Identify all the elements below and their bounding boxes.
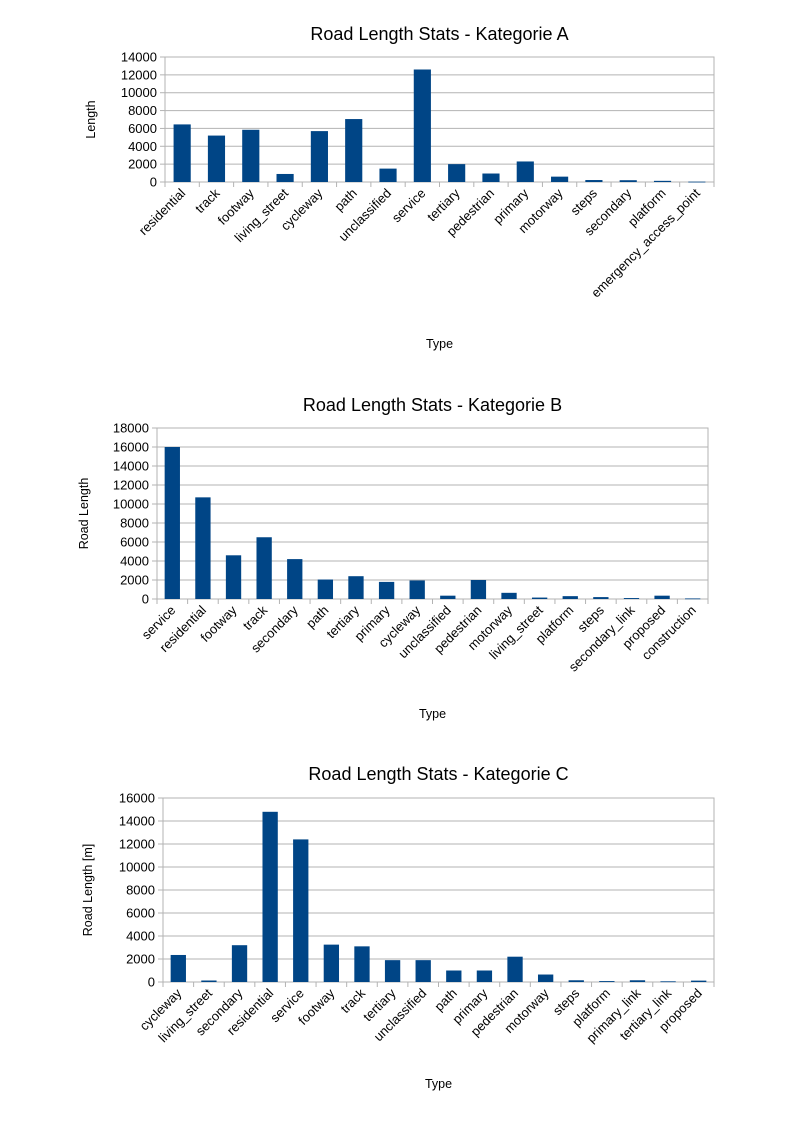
bar: [242, 129, 260, 182]
y-tick-label: 14000: [119, 814, 155, 829]
bar: [379, 168, 397, 182]
bar: [310, 131, 328, 182]
bar: [173, 124, 191, 182]
x-tick-label: path: [331, 186, 360, 215]
bar: [207, 135, 226, 182]
y-tick-label: 0: [148, 975, 155, 990]
bar: [201, 980, 217, 982]
bar: [501, 592, 517, 599]
y-tick-label: 10000: [121, 85, 157, 100]
x-tick-label: track: [192, 185, 223, 216]
y-tick-label: 4000: [126, 929, 155, 944]
chart-title: Road Length Stats - Kategorie A: [310, 24, 568, 44]
bar: [378, 581, 395, 599]
y-tick-label: 14000: [113, 459, 149, 474]
chart-1: Road Length Stats - Kategorie A 0 2000 4000…: [84, 24, 715, 351]
y-tick-label: 2000: [120, 573, 149, 588]
bar: [562, 596, 578, 599]
bar: [384, 960, 401, 982]
bar: [476, 970, 493, 982]
y-tick-label: 10000: [113, 497, 149, 512]
chart-title: Road Length Stats - Kategorie C: [308, 764, 568, 784]
bar: [413, 69, 431, 182]
x-axis-label: Type: [425, 1077, 452, 1091]
bar: [516, 161, 534, 182]
bar: [317, 579, 334, 599]
y-axis-label: Road Length: [77, 478, 91, 550]
y-tick-label: 16000: [113, 440, 149, 455]
bar: [691, 980, 707, 982]
bar: [470, 580, 487, 599]
y-tick-label: 2000: [126, 952, 155, 967]
bar: [585, 180, 603, 182]
bar: [415, 960, 431, 982]
bar: [348, 576, 364, 599]
y-tick-label: 6000: [126, 906, 155, 921]
bar: [170, 954, 186, 982]
bar: [551, 176, 569, 182]
y-tick-label: 6000: [128, 121, 157, 136]
y-tick-label: 18000: [113, 421, 149, 436]
bar: [654, 595, 670, 599]
y-tick-label: 6000: [120, 535, 149, 550]
bar: [256, 537, 272, 599]
chart-3: Road Length Stats - Kategorie C 0 2000 4000…: [81, 764, 715, 1091]
y-tick-label: 8000: [120, 516, 149, 531]
bar: [660, 981, 676, 983]
bar: [593, 597, 609, 599]
bar: [293, 839, 309, 982]
bar: [446, 970, 462, 982]
bar: [409, 580, 425, 599]
y-tick-label: 0: [142, 592, 149, 607]
x-tick-label: residential: [136, 185, 189, 238]
y-axis-label: Road Length [m]: [81, 844, 95, 936]
x-axis-label: Type: [419, 707, 446, 721]
y-tick-label: 0: [150, 175, 157, 190]
bar: [440, 595, 456, 599]
bar: [262, 811, 278, 982]
y-tick-label: 8000: [126, 883, 155, 898]
bar: [599, 981, 615, 982]
bar: [629, 980, 646, 982]
bar: [507, 956, 523, 982]
chart-title: Road Length Stats - Kategorie B: [303, 395, 562, 415]
bar: [195, 497, 211, 599]
y-tick-label: 12000: [119, 837, 155, 852]
bar: [231, 945, 248, 982]
y-tick-label: 8000: [128, 103, 157, 118]
bar: [688, 181, 706, 183]
y-tick-label: 4000: [120, 554, 149, 569]
bar: [623, 598, 640, 599]
bar: [653, 180, 672, 182]
bar: [323, 944, 340, 982]
x-tick-label: service: [389, 186, 429, 226]
chart-2: Road Length Stats - Kategorie B 0 2000 4000…: [77, 395, 709, 721]
bar: [345, 119, 363, 182]
y-tick-label: 2000: [128, 157, 157, 172]
bar: [685, 598, 701, 600]
y-axis-label: Length: [84, 100, 98, 138]
bar: [164, 447, 180, 599]
y-tick-label: 16000: [119, 791, 155, 806]
bar: [287, 559, 303, 599]
bar: [354, 946, 370, 982]
bar: [531, 597, 548, 599]
bar: [448, 164, 466, 182]
y-tick-label: 10000: [119, 860, 155, 875]
bar: [482, 173, 500, 182]
x-axis-label: Type: [426, 337, 453, 351]
y-tick-label: 4000: [128, 139, 157, 154]
bar: [568, 980, 584, 982]
bar: [537, 974, 554, 982]
bar: [225, 555, 242, 599]
bar: [619, 180, 637, 182]
y-tick-label: 12000: [113, 478, 149, 493]
bar: [276, 173, 294, 182]
y-tick-label: 12000: [121, 67, 157, 82]
y-tick-label: 14000: [121, 50, 157, 65]
